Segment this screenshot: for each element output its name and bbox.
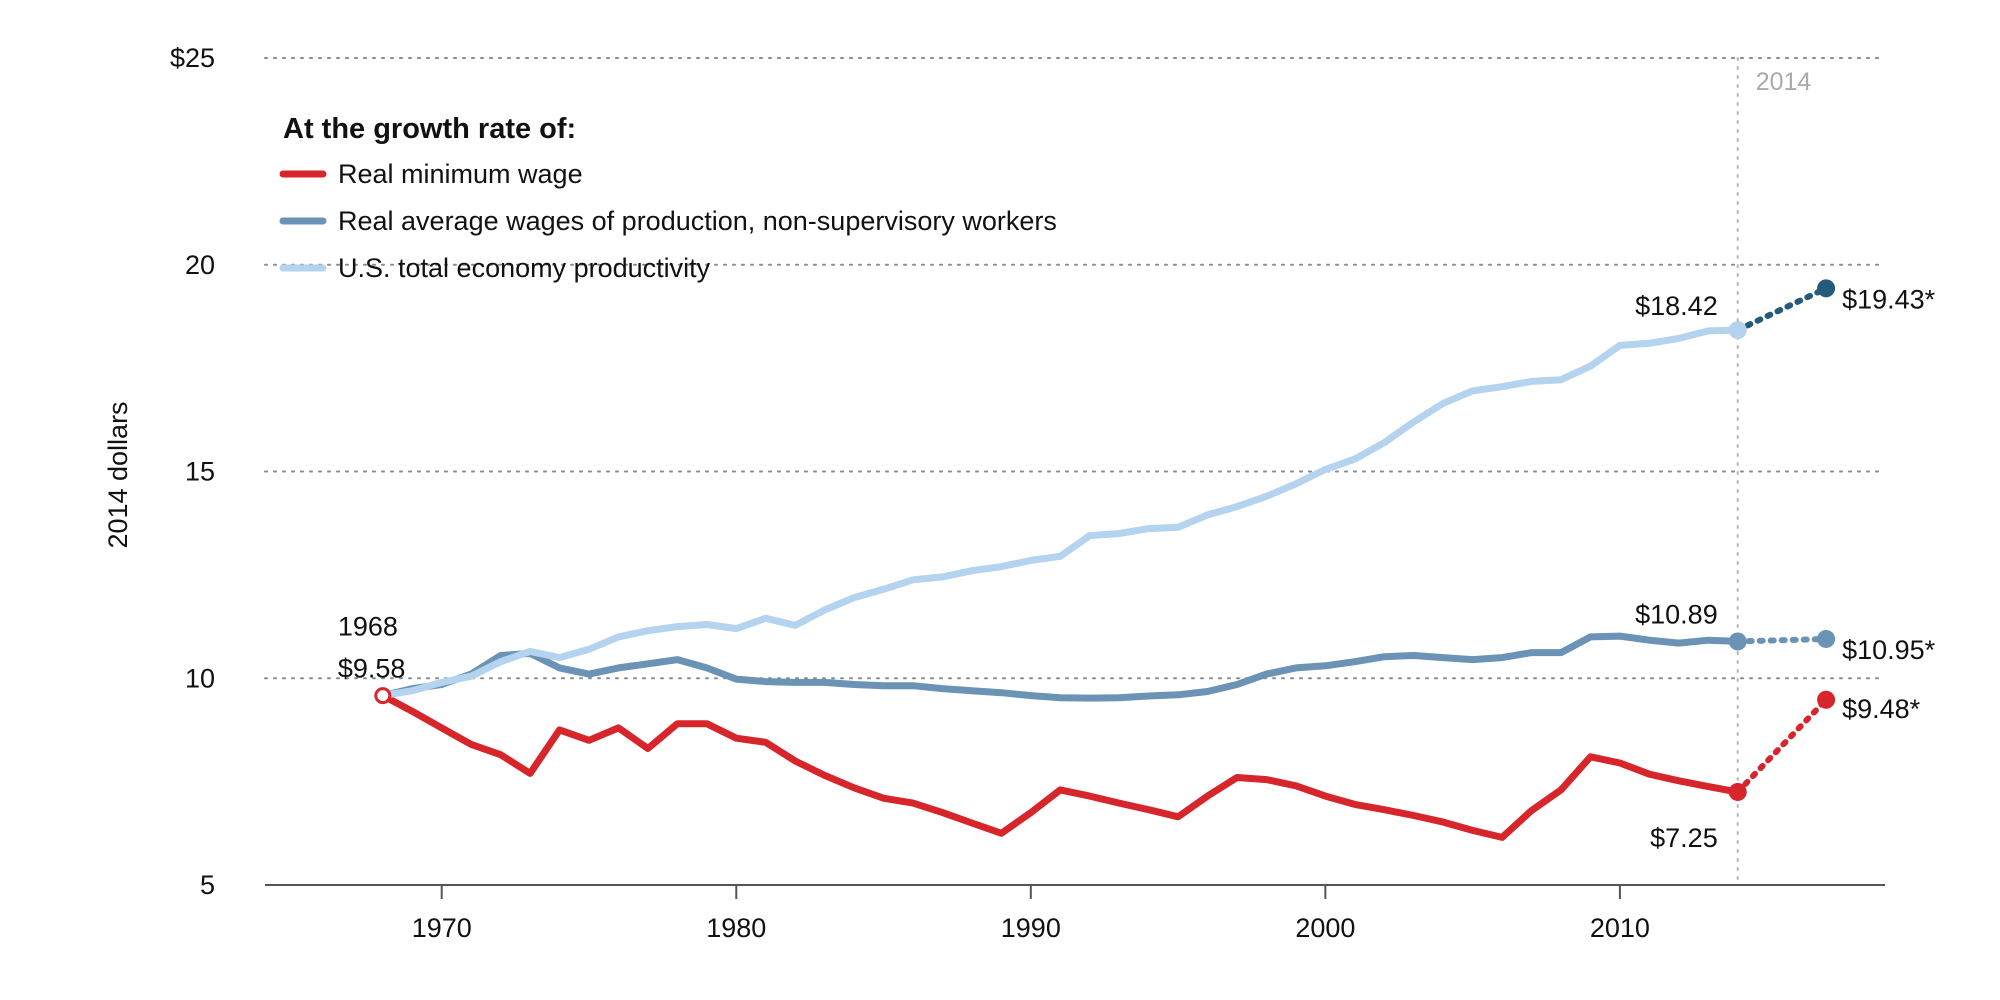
x-tick-label: 2000 <box>1295 913 1355 943</box>
end-point-2 <box>1728 632 1747 651</box>
y-tick-label: 10 <box>185 663 215 693</box>
axes: $25 20 15 10 5 1970 1980 1990 2000 2010 2014 dolla… <box>103 43 1885 943</box>
x-tick-label: 1990 <box>1001 913 1061 943</box>
y-tick-label: 5 <box>200 870 215 900</box>
x-tick-label: 1970 <box>412 913 472 943</box>
projection-point-2 <box>1817 629 1836 648</box>
start-point <box>374 687 392 705</box>
data-annotations: 1968 $9.58 $18.42 $10.89 $7.25 $19.43* $10.95*… <box>338 284 1936 853</box>
data-label: $18.42 <box>1635 291 1718 321</box>
legend-label: U.S. total economy productivity <box>338 253 711 283</box>
reference-line-label: 2014 <box>1756 68 1812 96</box>
series-line-3 <box>379 326 1742 700</box>
y-tick-label: $25 <box>170 43 215 73</box>
grid-lines <box>264 57 1886 680</box>
y-tick-label: 15 <box>185 457 215 487</box>
data-label: $7.25 <box>1650 823 1718 853</box>
data-label: 1968 <box>338 612 398 642</box>
data-label: $9.58 <box>338 654 406 684</box>
data-label: $10.95* <box>1842 635 1936 665</box>
data-label: $10.89 <box>1635 599 1718 629</box>
y-tick-label: 20 <box>185 250 215 280</box>
series-line-1 <box>379 692 1742 841</box>
x-tick-label: 2010 <box>1590 913 1650 943</box>
projection-point-1 <box>1817 690 1836 709</box>
projection-line-3 <box>1734 285 1830 334</box>
series-line-2 <box>379 632 1742 702</box>
data-label: $9.48* <box>1842 694 1921 724</box>
legend-label: Real minimum wage <box>338 159 583 189</box>
x-tick-label: 1980 <box>706 913 766 943</box>
y-axis-title: 2014 dollars <box>103 401 133 548</box>
reference-line-group: 2014 <box>1736 57 1812 886</box>
projection-line-2 <box>1734 635 1830 645</box>
data-label: $19.43* <box>1842 284 1936 314</box>
legend-label: Real average wages of production, non-su… <box>338 206 1057 236</box>
legend: At the growth rate of: Real minimum wage R… <box>279 113 1057 283</box>
end-point-3 <box>1728 321 1747 340</box>
series-lines <box>374 279 1836 841</box>
end-point-1 <box>1728 782 1747 801</box>
projection-line-1 <box>1734 696 1830 795</box>
projection-point-3 <box>1817 279 1836 298</box>
legend-title: At the growth rate of: <box>283 113 576 145</box>
